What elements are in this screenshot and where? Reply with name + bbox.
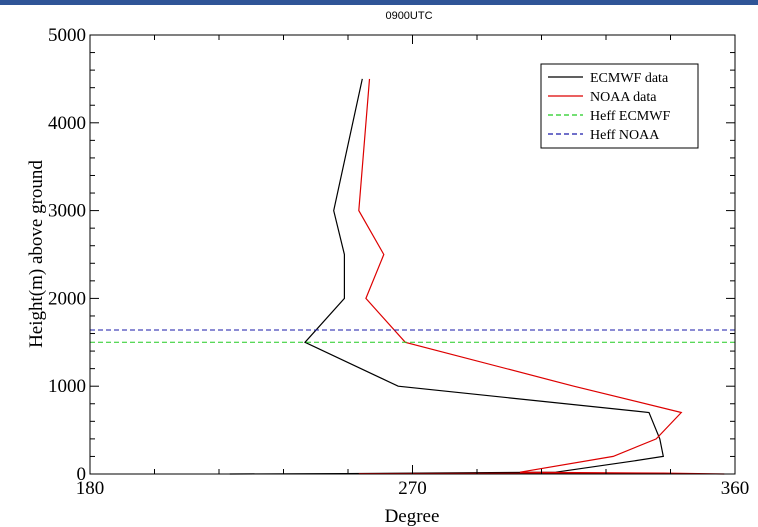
- legend-label-2: Heff ECMWF: [590, 109, 670, 124]
- ticks-layer: 180 270 360 0 1000 2000 3000 4000 5000: [48, 25, 749, 499]
- y-tick-label-4: 4000: [48, 113, 86, 134]
- x-tick-label-1: 270: [398, 478, 427, 499]
- y-tick-label-0: 0: [77, 464, 87, 485]
- y-axis-label: Height(m) above ground: [26, 160, 47, 348]
- legend-label-0: ECMWF data: [590, 71, 669, 86]
- y-tick-label-2: 2000: [48, 288, 86, 309]
- legend: ECMWF data NOAA data Heff ECMWF Heff NOAA: [540, 63, 699, 149]
- series-layer: [90, 78, 735, 475]
- x-tick-label-2: 360: [721, 478, 750, 499]
- y-tick-label-5: 5000: [48, 25, 86, 46]
- x-tick-label-0: 180: [76, 478, 105, 499]
- legend-label-1: NOAA data: [590, 90, 657, 105]
- x-axis-label: Degree: [385, 506, 440, 527]
- top-accent-bar: [0, 0, 758, 5]
- chart-title: 0900UTC: [385, 10, 432, 22]
- y-tick-label-3: 3000: [48, 201, 86, 222]
- y-tick-label-1: 1000: [48, 376, 86, 397]
- legend-label-3: Heff NOAA: [590, 128, 660, 143]
